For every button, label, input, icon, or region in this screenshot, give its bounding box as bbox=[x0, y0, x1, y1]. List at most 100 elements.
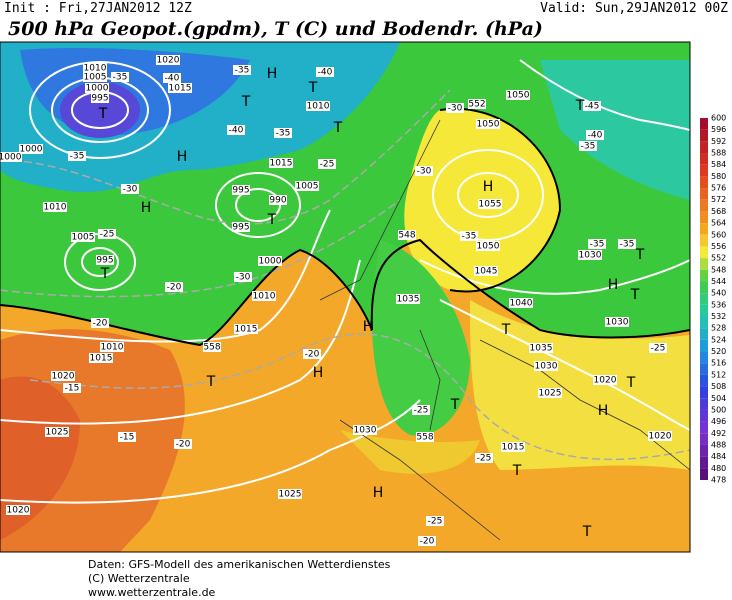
label-box bbox=[353, 425, 377, 435]
color-scale-cell bbox=[700, 118, 708, 130]
contour-label: -35 bbox=[276, 129, 291, 139]
color-scale-label: 592 bbox=[711, 137, 726, 146]
contour-label: -35 bbox=[620, 240, 635, 250]
pressure-center: T bbox=[241, 94, 251, 110]
contour-label: -40 bbox=[229, 126, 244, 136]
contour-label: -40 bbox=[318, 68, 333, 78]
color-scale-label: 600 bbox=[711, 114, 726, 123]
color-scale-cell bbox=[700, 409, 708, 422]
color-scale-cell bbox=[700, 164, 708, 177]
label-box bbox=[649, 343, 667, 353]
contour-label: -35 bbox=[235, 66, 250, 76]
contour-label: -40 bbox=[588, 131, 603, 141]
label-box bbox=[68, 151, 86, 161]
color-scale-label: 596 bbox=[711, 125, 726, 134]
color-scale-cell bbox=[700, 456, 708, 469]
contour-label: 1000 bbox=[0, 153, 22, 163]
contour-label: 1000 bbox=[259, 257, 282, 267]
contour-label: -35 bbox=[113, 73, 128, 83]
color-scale-label: 532 bbox=[711, 312, 726, 321]
contour-label: -25 bbox=[414, 406, 429, 416]
contour-label: -30 bbox=[417, 167, 432, 177]
label-box bbox=[474, 266, 498, 276]
color-scale-cell bbox=[700, 258, 708, 270]
footer-line: www.wetterzentrale.de bbox=[88, 586, 216, 599]
contour-label: 1010 bbox=[101, 343, 124, 353]
contour-label: -35 bbox=[590, 240, 605, 250]
contour-label: -45 bbox=[585, 102, 600, 112]
contour-label: -30 bbox=[123, 185, 138, 195]
contour-label: -25 bbox=[428, 517, 443, 527]
label-box bbox=[174, 439, 192, 449]
pressure-center: T bbox=[626, 375, 636, 391]
pressure-center: T bbox=[100, 266, 110, 282]
color-scale-cell bbox=[700, 339, 708, 352]
color-scale-label: 544 bbox=[711, 277, 726, 286]
pressure-center: H bbox=[267, 66, 278, 82]
footer-line: (C) Wetterzentrale bbox=[88, 572, 190, 585]
label-box bbox=[163, 73, 181, 83]
contour-label: 995 bbox=[232, 223, 249, 233]
label-box bbox=[529, 343, 553, 353]
color-scale-label: 520 bbox=[711, 347, 726, 356]
contour-label: 1035 bbox=[530, 344, 553, 354]
contour-label: -15 bbox=[120, 433, 135, 443]
teal-region bbox=[540, 60, 690, 200]
contour-label: -15 bbox=[65, 384, 80, 394]
color-scale-cell bbox=[700, 386, 708, 399]
contour-label: -35 bbox=[70, 152, 85, 162]
color-scale-cell bbox=[700, 176, 708, 189]
contour-label: 1055 bbox=[479, 200, 502, 210]
label-box bbox=[91, 93, 109, 103]
contour-label: 1035 bbox=[397, 295, 420, 305]
label-box bbox=[426, 516, 444, 526]
color-scale-cell bbox=[700, 153, 708, 165]
pressure-center: H bbox=[177, 149, 188, 165]
contour-label: 1000 bbox=[86, 84, 109, 94]
contour-label: 1040 bbox=[510, 299, 533, 309]
color-scale-cell bbox=[700, 398, 708, 410]
label-box bbox=[203, 342, 221, 352]
contour-label: -35 bbox=[581, 142, 596, 152]
label-box bbox=[83, 63, 107, 73]
label-box bbox=[416, 432, 434, 442]
label-box bbox=[579, 141, 597, 151]
label-box bbox=[506, 90, 530, 100]
contour-label: 1045 bbox=[475, 267, 498, 277]
label-box bbox=[583, 101, 601, 111]
contour-label: -30 bbox=[448, 104, 463, 114]
label-box bbox=[85, 83, 109, 93]
color-scale-cell bbox=[700, 468, 708, 480]
label-box bbox=[96, 255, 114, 265]
pressure-center: H bbox=[313, 365, 324, 381]
color-scale-cell bbox=[700, 129, 708, 142]
color-scale-label: 536 bbox=[711, 300, 726, 309]
color-scale-label: 552 bbox=[711, 254, 726, 263]
contour-label: 1025 bbox=[539, 389, 562, 399]
color-scale-label: 528 bbox=[711, 324, 726, 333]
label-box bbox=[98, 229, 116, 239]
pressure-center: T bbox=[582, 524, 592, 540]
label-box bbox=[412, 405, 430, 415]
color-scale-cell bbox=[700, 351, 708, 364]
label-box bbox=[100, 342, 124, 352]
pressure-center: H bbox=[598, 403, 609, 419]
color-scale-label: 576 bbox=[711, 184, 726, 193]
contour-label: 995 bbox=[96, 256, 113, 266]
pressure-center: T bbox=[512, 463, 522, 479]
label-box bbox=[478, 199, 502, 209]
label-box bbox=[460, 231, 478, 241]
label-box bbox=[476, 241, 500, 251]
color-scale-label: 508 bbox=[711, 382, 726, 391]
label-box bbox=[586, 130, 604, 140]
label-box bbox=[318, 159, 336, 169]
label-box bbox=[63, 383, 81, 393]
label-box bbox=[6, 505, 30, 515]
label-box bbox=[398, 230, 416, 240]
init-time: Init : Fri,27JAN2012 12Z bbox=[4, 1, 192, 16]
label-box bbox=[111, 72, 129, 82]
color-scale-cell bbox=[700, 188, 708, 200]
color-scale: 600 596 592 588 584 580 576 572 568 564 560 556 552 5… bbox=[700, 114, 726, 485]
pressure-center: T bbox=[206, 374, 216, 390]
